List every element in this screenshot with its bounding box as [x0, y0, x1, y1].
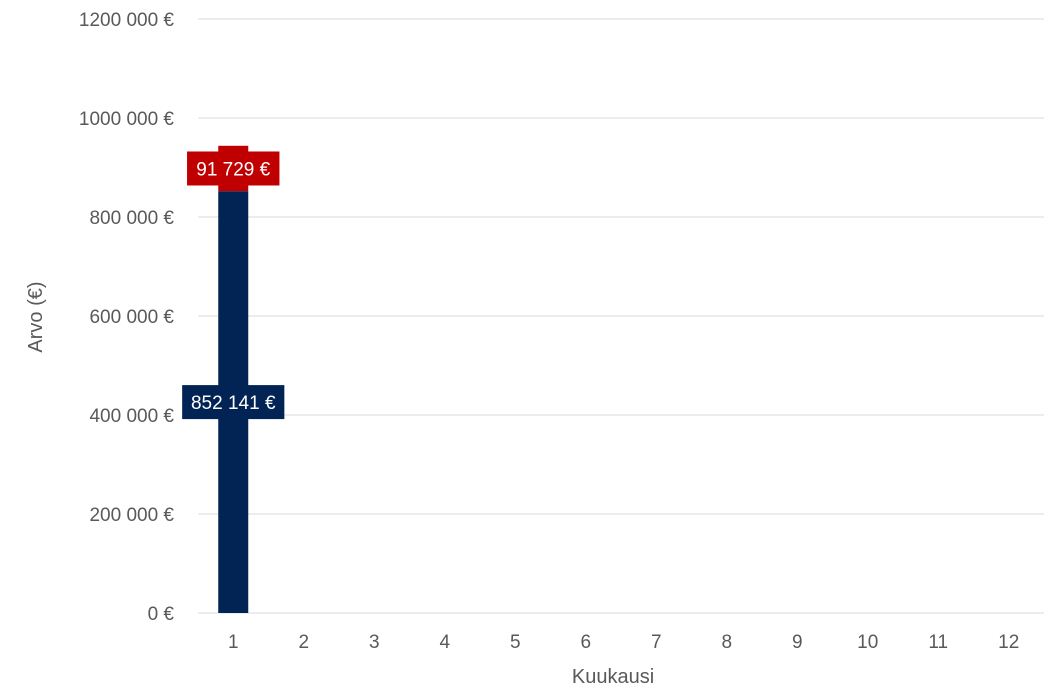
x-tick-label: 11 — [928, 632, 948, 653]
x-tick-label: 5 — [510, 632, 521, 653]
x-tick-label: 6 — [580, 632, 591, 653]
x-tick-label: 12 — [998, 632, 1019, 653]
x-tick-label: 4 — [439, 632, 450, 653]
y-axis-tick-labels: 0 € 200 000 € 400 000 € 600 000 € 800 000 € 1… — [79, 10, 175, 625]
x-tick-label: 10 — [857, 632, 878, 653]
x-tick-label: 2 — [298, 632, 309, 653]
x-tick-label: 7 — [651, 632, 662, 653]
y-tick-label: 400 000 € — [89, 406, 174, 427]
y-tick-label: 1200 000 € — [79, 10, 175, 31]
y-tick-label: 1000 000 € — [79, 109, 175, 130]
y-tick-label: 800 000 € — [89, 208, 174, 229]
data-label: 91 729 € — [196, 159, 270, 180]
y-tick-label: 200 000 € — [89, 505, 174, 526]
x-tick-label: 3 — [369, 632, 380, 653]
x-tick-label: 1 — [228, 632, 239, 653]
bars — [218, 145, 249, 614]
data-label: 852 141 € — [191, 393, 276, 414]
gridlines — [198, 18, 1044, 614]
data-label-box — [182, 385, 285, 420]
y-axis-title: Arvo (€) — [25, 281, 47, 352]
x-axis-tick-labels: 1 2 3 4 5 6 7 8 9 10 11 12 — [228, 632, 1019, 653]
y-tick-label: 0 € — [148, 604, 175, 625]
y-tick-label: 600 000 € — [89, 307, 174, 328]
data-label-box — [187, 151, 280, 186]
x-axis-title: Kuukausi — [572, 666, 654, 688]
x-tick-label: 8 — [721, 632, 732, 653]
data-labels: 852 141 € 91 729 € — [182, 151, 285, 420]
x-tick-label: 9 — [792, 632, 803, 653]
